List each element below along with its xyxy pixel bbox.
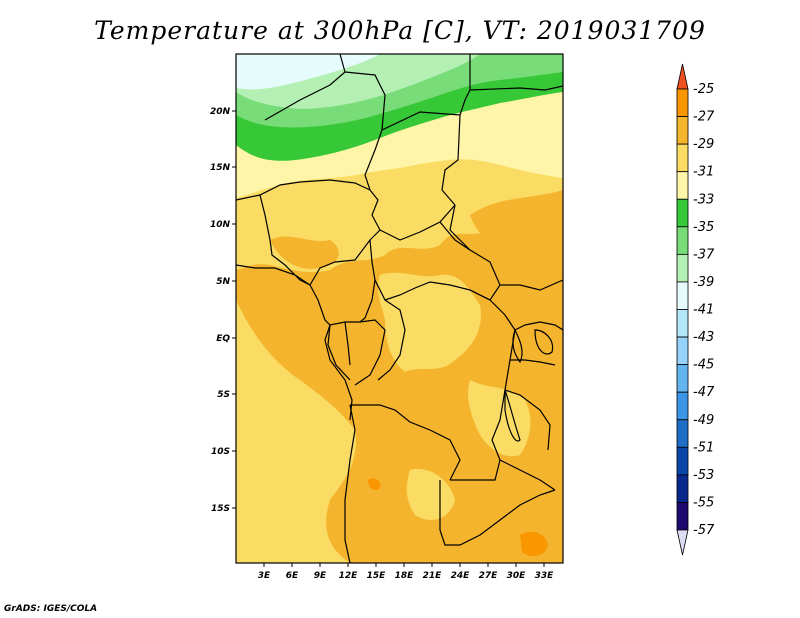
lon-label: 18E xyxy=(395,571,415,581)
colorbar-top-arrow xyxy=(676,63,689,90)
lon-label: 9E xyxy=(314,571,327,581)
colorbar-label: -35 xyxy=(693,220,714,235)
colorbar-label: -43 xyxy=(693,330,714,345)
lat-label: 15N xyxy=(210,163,231,173)
lon-labels: 3E 6E 9E 12E 15E 18E 21E 24E 27E 30E 33E xyxy=(258,571,554,581)
colorbar-label: -49 xyxy=(693,413,714,428)
band-minus41 xyxy=(236,54,380,90)
band-minus27-patch-b xyxy=(368,478,381,490)
colorbar-swatch xyxy=(676,502,689,531)
lon-label: 24E xyxy=(451,571,471,581)
colorbar-label: -45 xyxy=(693,358,714,373)
colorbar-swatch xyxy=(676,226,689,255)
country-borders xyxy=(236,54,563,563)
lat-ticks xyxy=(232,110,236,509)
lon-ticks xyxy=(263,563,545,567)
colorbar-swatch xyxy=(676,143,689,173)
colorbar-swatch xyxy=(676,391,689,421)
colorbar-bottom-arrow xyxy=(676,529,689,556)
lat-label: 15S xyxy=(211,504,230,514)
colorbar-swatch xyxy=(676,364,689,393)
colorbar-swatch xyxy=(676,253,689,283)
colorbar-swatch xyxy=(676,88,689,117)
colorbar-labels: -25 -27 -29 -31 -33 -35 -37 -39 -41 -43 -45 -47 -49 -… xyxy=(693,82,715,538)
colorbar-label: -25 xyxy=(693,82,714,97)
colorbar-swatch xyxy=(676,309,689,338)
colorbar-label: -27 xyxy=(693,110,715,125)
colorbar-swatch xyxy=(676,336,689,366)
colorbar-label: -41 xyxy=(693,303,714,318)
colorbar-label: -53 xyxy=(693,468,714,483)
lat-labels: 20N 15N 10N 5N EQ 5S 10S 15S xyxy=(210,107,231,514)
colorbar-swatch xyxy=(676,171,689,200)
lon-label: 33E xyxy=(535,571,555,581)
lat-label: 10S xyxy=(211,447,230,457)
lon-label: 21E xyxy=(423,571,443,581)
colorbar-label: -33 xyxy=(693,192,714,207)
band-minus31-central xyxy=(377,272,481,372)
colorbar-swatch xyxy=(676,116,689,145)
temperature-field xyxy=(236,54,563,563)
band-minus29-patch-b xyxy=(470,190,563,275)
colorbar-swatch xyxy=(676,198,689,228)
lat-label: 20N xyxy=(210,107,231,117)
colorbar-label: -55 xyxy=(693,495,714,510)
lon-label: 3E xyxy=(258,571,271,581)
colorbar xyxy=(676,63,689,556)
colorbar-swatch xyxy=(676,419,689,448)
lat-label: 5S xyxy=(217,390,230,400)
band-minus31-southwest xyxy=(236,300,356,563)
lon-label: 15E xyxy=(367,571,387,581)
colorbar-label: -29 xyxy=(693,137,714,152)
lon-label: 30E xyxy=(507,571,527,581)
map-title: Temperature at 300hPa [C], VT: 201903170… xyxy=(94,16,706,45)
map-frame xyxy=(235,53,564,564)
lat-label: 10N xyxy=(210,220,231,230)
lat-label: 5N xyxy=(216,277,230,287)
lat-label: EQ xyxy=(216,334,230,344)
colorbar-label: -39 xyxy=(693,275,714,290)
band-minus31-patch xyxy=(406,469,455,520)
colorbar-swatch xyxy=(676,446,689,476)
colorbar-label: -37 xyxy=(693,247,715,262)
band-minus29-patch-a xyxy=(270,236,339,269)
lon-label: 6E xyxy=(286,571,299,581)
colorbar-label: -47 xyxy=(693,385,715,400)
lon-label: 27E xyxy=(479,571,499,581)
colorbar-label: -31 xyxy=(693,165,714,180)
colorbar-swatch xyxy=(676,474,689,503)
lon-label: 12E xyxy=(339,571,359,581)
band-minus27-patch-a xyxy=(520,531,548,557)
colorbar-swatch xyxy=(676,281,689,310)
colorbar-label: -51 xyxy=(693,440,714,455)
band-minus31-east xyxy=(468,380,531,457)
grads-credit: GrADS: IGES/COLA xyxy=(4,604,98,614)
colorbar-label: -57 xyxy=(693,523,715,538)
